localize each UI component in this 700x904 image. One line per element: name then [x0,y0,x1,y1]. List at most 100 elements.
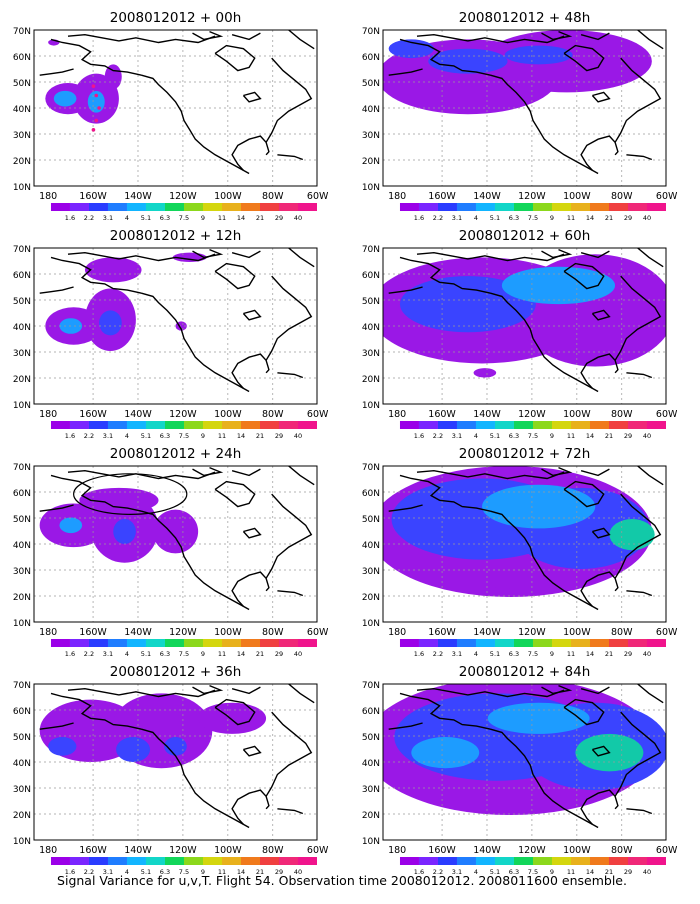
coastline [214,44,256,72]
colorbar-label: 14 [237,214,245,222]
colorbar-swatch [50,639,70,647]
colorbar-label: 2.2 [433,650,443,658]
lat-label: 10N [362,837,380,847]
coastline [192,466,224,477]
lat-label: 30N [13,567,31,577]
lon-label: 180 [388,191,406,202]
coastline [265,57,313,143]
colorbar-swatch [532,421,552,429]
colorbar-swatch [475,857,495,865]
lon-label: 100W [214,845,242,856]
colorbar-label: 6.3 [160,432,170,440]
colorbar-label: 14 [586,214,594,222]
colorbar-swatch [50,203,70,211]
coastline [490,728,599,829]
colorbar-label: 7.5 [528,868,538,876]
colorbar-swatch [240,203,260,211]
lon-label: 160W [428,191,456,202]
lat-label: 70N [362,245,380,255]
colorbar-swatch [278,203,298,211]
colorbar-swatch [88,639,108,647]
colorbar: 1.6 2.2 3.1 4 5.1 6.3 7.5 9 11 14 21 29 40 [399,857,666,876]
colorbar: 1.6 2.2 3.1 4 5.1 6.3 7.5 9 11 14 21 29 40 [50,857,317,876]
colorbar-swatch [88,203,108,211]
colorbar-label: 40 [294,868,302,876]
coastline [242,745,262,757]
colorbar-swatch [88,857,108,865]
lat-label: 70N [362,463,380,473]
colorbar-swatch [69,421,89,429]
colorbar-label: 11 [218,868,226,876]
coastline [416,251,565,262]
colorbar-swatch [126,421,146,429]
lon-label: 80W [262,409,284,420]
colorbar-swatch [551,421,571,429]
colorbar-label: 40 [643,432,651,440]
lon-label: 100W [214,409,242,420]
coastline [141,510,250,611]
colorbar-swatch [646,857,666,865]
colorbar-swatch [475,639,495,647]
lon-label: 140W [473,409,501,420]
field-contour [164,737,187,756]
map-panel-p36: 2008012012 + 36h 70N 60N 50N 40N 30N 20N 10N 180… [13,664,329,876]
map-panel-p12: 2008012012 + 12h 70N 60N 50N 40N 30N 20N 10N 180… [13,228,329,440]
coastline [541,466,573,477]
coastline [637,466,664,486]
lon-label: 120W [518,627,546,638]
lat-label: 60N [362,53,380,63]
map-frame [33,247,318,405]
colorbar-swatch [494,857,514,865]
coastline [231,571,267,607]
field-contour [609,519,655,551]
map-frame [33,465,318,623]
colorbar-label: 1.6 [65,432,75,440]
colorbar-swatch [399,639,419,647]
colorbar-label: 3.1 [452,214,462,222]
colorbar-swatch [107,421,127,429]
colorbar-label: 6.3 [160,650,170,658]
field-contour [53,90,77,107]
coastline [242,527,262,539]
colorbar-label: 4 [474,214,478,222]
coastline [265,493,313,579]
lat-label: 40N [362,759,380,769]
signal-field [383,684,666,816]
colorbar-swatch [570,203,590,211]
coastline [265,578,270,592]
lon-label: 180 [39,409,57,420]
field-contour [99,310,122,336]
coastlines [39,30,315,175]
colorbar-swatch [551,639,571,647]
coastline [242,91,262,103]
colorbar-label: 3.1 [452,868,462,876]
lon-label: 160W [79,845,107,856]
colorbar-label: 2.2 [84,650,94,658]
coastline [490,292,599,393]
colorbar-label: 7.5 [179,432,189,440]
lat-label: 60N [362,707,380,717]
lat-label: 70N [13,681,31,691]
coastline [614,275,662,361]
signal-field [383,466,655,598]
coastline [50,256,142,294]
lon-label: 100W [214,191,242,202]
coastline [277,154,304,161]
graticule [34,466,317,622]
coastlines [388,30,664,175]
lon-label: 60W [307,845,329,856]
map-panel-p48: 2008012012 + 48h 70N 60N 50N 40N 30N 20N 10N 180… [362,10,678,222]
colorbar-swatch [513,857,533,865]
coastline [580,468,610,477]
colorbar-label: 3.1 [103,650,113,658]
lon-label: 120W [169,627,197,638]
coastline [288,248,315,268]
colorbar-label: 11 [567,432,575,440]
lon-label: 100W [214,627,242,638]
colorbar-swatch [589,857,609,865]
colorbar-label: 21 [256,214,264,222]
coastline [614,142,619,156]
lon-label: 60W [656,409,678,420]
lon-label: 120W [169,409,197,420]
lon-label: 80W [611,191,633,202]
